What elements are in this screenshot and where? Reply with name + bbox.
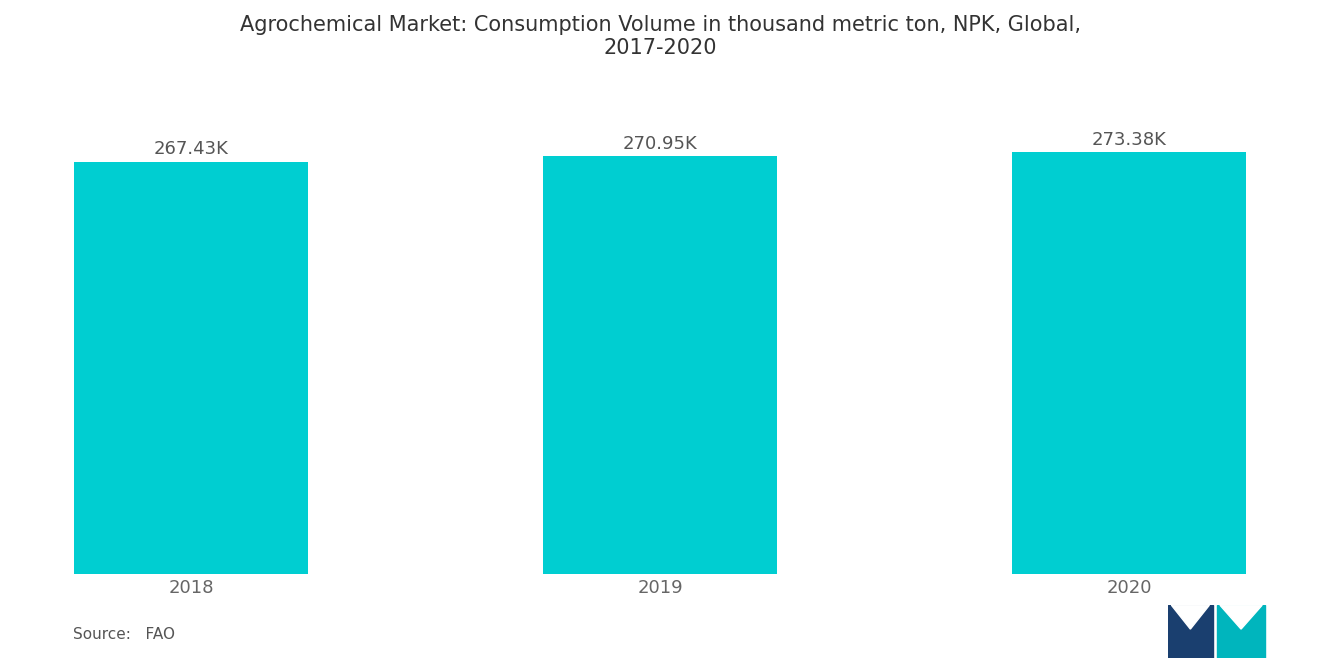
- Bar: [1012, 152, 1246, 574]
- Text: Source:   FAO: Source: FAO: [73, 626, 174, 642]
- Bar: [543, 156, 777, 574]
- Text: 270.95K: 270.95K: [623, 135, 697, 153]
- Title: Agrochemical Market: Consumption Volume in thousand metric ton, NPK, Global,
201: Agrochemical Market: Consumption Volume …: [239, 15, 1081, 59]
- Text: 273.38K: 273.38K: [1092, 131, 1167, 149]
- Bar: [74, 162, 308, 574]
- Polygon shape: [1220, 605, 1262, 629]
- Text: 267.43K: 267.43K: [153, 140, 228, 158]
- Polygon shape: [1217, 605, 1266, 658]
- Polygon shape: [1168, 605, 1213, 658]
- Polygon shape: [1171, 605, 1209, 629]
